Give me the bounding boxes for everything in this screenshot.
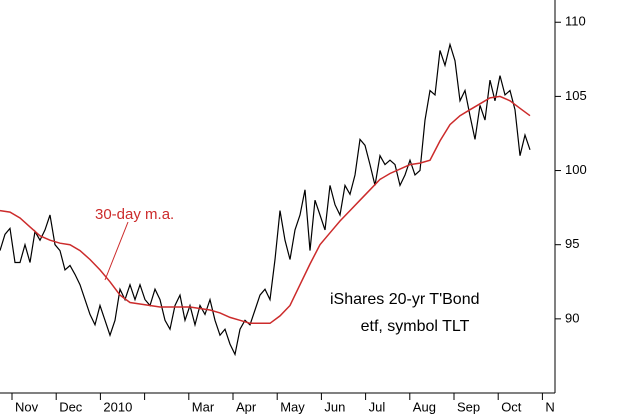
y-tick-label: 105 [565, 88, 587, 103]
x-tick-label: Aug [413, 399, 436, 414]
y-tick-label: 95 [565, 236, 579, 251]
annotation-pointer [104, 221, 129, 281]
annotation: iShares 20-yr T'Bond [330, 291, 480, 308]
series-line [0, 42, 531, 357]
x-tick-label: 2010 [103, 399, 132, 414]
series-line [0, 95, 531, 325]
x-tick-label: Oct [501, 399, 522, 414]
x-tick-label: Apr [236, 399, 257, 414]
x-tick-label: N [545, 399, 554, 414]
x-tick-label: Jun [324, 399, 345, 414]
annotation: etf, symbol TLT [361, 318, 470, 335]
x-tick-label: May [280, 399, 305, 414]
x-tick-label: Mar [192, 399, 215, 414]
x-tick-label: Nov [15, 399, 39, 414]
x-tick-label: Sep [457, 399, 480, 414]
y-tick-label: 100 [565, 162, 587, 177]
annotation: 30-day m.a. [95, 206, 174, 223]
y-tick-label: 110 [565, 14, 586, 29]
x-tick-label: Dec [59, 399, 83, 414]
y-tick-label: 90 [565, 310, 579, 325]
x-tick-label: Jul [369, 399, 386, 414]
